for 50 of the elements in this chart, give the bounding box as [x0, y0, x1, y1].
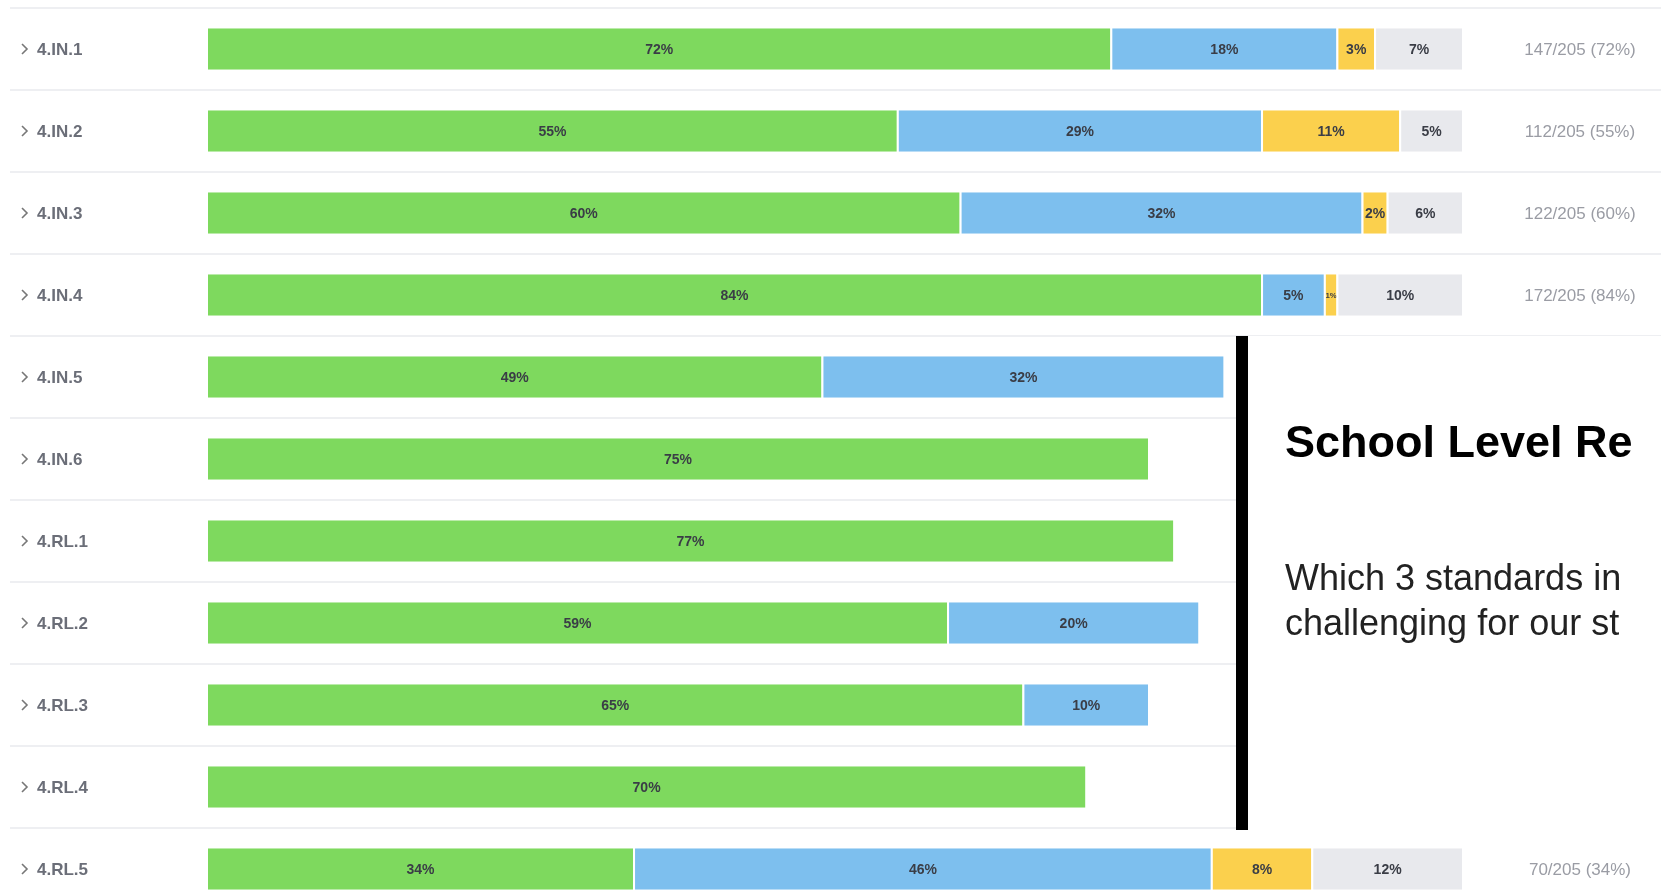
y-tick-label: 4.RL.3: [37, 695, 89, 715]
y-tick-label: 4.IN.1: [37, 39, 83, 59]
text: 70/205 (34%): [1528, 859, 1632, 879]
data-label: 59%: [563, 614, 593, 631]
y-tick-label: 4.IN.3: [37, 203, 83, 223]
data-label: 10%: [1072, 696, 1101, 713]
data-label: 60%: [569, 204, 599, 221]
data-label: 20%: [1059, 614, 1089, 631]
data-label: 12%: [1373, 860, 1403, 877]
annotation: Which 3 standards in: [1285, 557, 1622, 598]
bar: [206, 764, 1088, 810]
y-tick-label: 4.IN.6: [37, 449, 83, 469]
y-tick-label: 4.IN.2: [37, 121, 83, 141]
data-label: 34%: [406, 860, 436, 877]
data-label: 5%: [1283, 286, 1305, 303]
data-label: 70%: [632, 778, 662, 795]
data-label: 6%: [1415, 204, 1436, 221]
data-label: 8%: [1251, 860, 1273, 877]
y-tick-label: 4.RL.5: [37, 859, 89, 879]
data-label: 5%: [1421, 122, 1443, 139]
data-label: 11%: [1317, 122, 1346, 139]
annotation: School Level Re: [1285, 416, 1633, 467]
text: 122/205 (60%): [1524, 203, 1636, 223]
bar: [206, 436, 1150, 482]
data-label: 77%: [676, 532, 706, 549]
data-label: 3%: [1346, 40, 1367, 57]
data-label: 29%: [1065, 122, 1095, 139]
bar: [206, 518, 1176, 564]
y-tick-label: 4.RL.2: [37, 613, 89, 633]
data-label: 46%: [908, 860, 938, 877]
y-tick-label: 4.IN.5: [37, 367, 83, 387]
data-label: 55%: [538, 122, 567, 139]
text: 112/205 (55%): [1524, 121, 1636, 141]
data-label: 65%: [601, 696, 630, 713]
data-label: 2%: [1364, 204, 1386, 221]
y-tick-label: 4.RL.1: [37, 531, 89, 551]
data-label: 84%: [720, 286, 750, 303]
y-tick-label: 4.RL.4: [37, 777, 89, 797]
data-label: 32%: [1009, 368, 1038, 385]
data-label: 32%: [1147, 204, 1177, 221]
data-label: 18%: [1210, 40, 1239, 57]
data-label: 72%: [645, 40, 674, 57]
data-label: 75%: [663, 450, 693, 467]
text: 147/205 (72%): [1524, 39, 1636, 59]
text: 172/205 (84%): [1524, 285, 1636, 305]
annotation: challenging for our st: [1285, 602, 1620, 643]
data-label: 7%: [1408, 40, 1430, 57]
y-tick-label: 4.IN.4: [37, 285, 83, 305]
data-label: 10%: [1386, 286, 1415, 303]
data-label: 49%: [500, 368, 530, 385]
